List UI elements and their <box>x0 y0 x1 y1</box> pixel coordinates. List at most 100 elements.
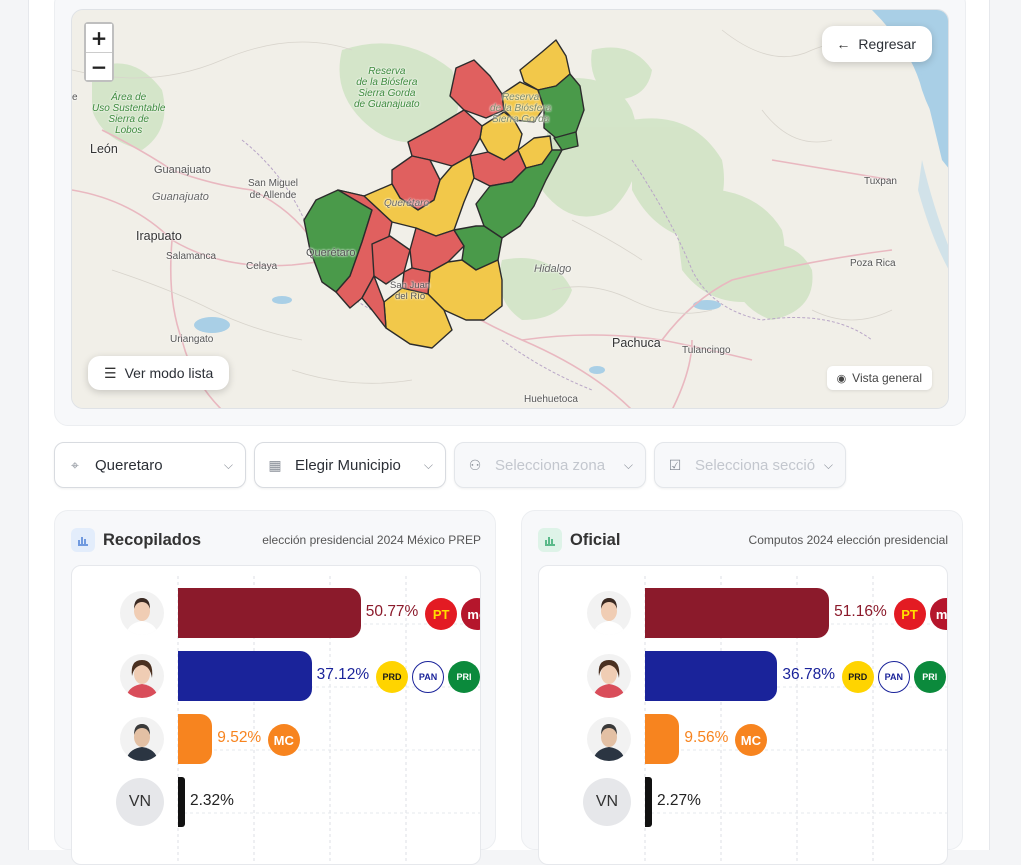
pt-logo-icon: PT <box>425 598 458 630</box>
building-icon: ▦ <box>268 456 282 473</box>
recopilados-title: Recopilados <box>103 530 202 549</box>
candidate-avatar <box>120 717 164 761</box>
map-label-hidalgo: Hidalgo <box>534 263 572 275</box>
chart-row: 50.77% PTmo <box>72 588 480 638</box>
map-label-huehuetoca: Huehuetoca <box>524 394 578 405</box>
oficial-panel: Oficial Computos 2024 elección presidenc… <box>521 510 963 865</box>
map-label-san-miguel: San Miguel de Allende <box>248 178 299 201</box>
map-label-tulancingo: Tulancingo <box>682 345 731 356</box>
chevron-down-icon: ⌵ <box>623 457 633 472</box>
ballot-icon: ☑ <box>668 456 682 473</box>
chevron-down-icon: ⌵ <box>823 457 833 472</box>
candidate-avatar <box>587 654 631 698</box>
chart-value-label: 9.52% <box>217 729 262 746</box>
seccion-select[interactable]: ☑ Selecciona sección ⌵ <box>654 442 846 488</box>
candidate-avatar <box>587 591 631 635</box>
candidate-avatar <box>587 717 631 761</box>
oficial-subtitle: Computos 2024 elección presidencial <box>748 533 948 547</box>
list-mode-label: Ver modo lista <box>124 365 214 381</box>
map-label-guanajuato-city: Guanajuato <box>154 164 211 176</box>
vn-avatar: VN <box>583 778 631 826</box>
overview-label: Vista general <box>852 371 922 385</box>
map-pin-icon: ⌖ <box>71 456 79 473</box>
pri-logo-icon: PRI <box>448 661 480 693</box>
overview-button[interactable]: ◉ Vista general <box>826 366 932 390</box>
map-view[interactable]: León Guanajuato Guanajuato Irapuato Sala… <box>71 9 949 409</box>
mc-logo-icon: MC <box>734 724 767 756</box>
page: León Guanajuato Guanajuato Irapuato Sala… <box>28 0 990 865</box>
arrow-left-icon: ← <box>836 36 851 52</box>
map-label-pachuca: Pachuca <box>612 336 661 350</box>
map-label-guanajuato-state: Guanajuato <box>152 191 209 203</box>
map-label-area-lobos: Área de Uso Sustentable Sierra de Lobos <box>92 92 166 136</box>
map-label-san-juan: San Juan del Río <box>390 280 431 302</box>
oficial-header: Oficial Computos 2024 elección presidenc… <box>538 527 948 553</box>
eye-icon: ◉ <box>836 372 847 385</box>
map-label-reserva-guanajuato: Reserva de la Biósfera Sierra Gorda de G… <box>354 66 420 110</box>
map-label-reserva-queretaro: Reserva de la Biósfera Sierra Gorda <box>490 92 552 125</box>
zoom-control: + − <box>84 22 114 82</box>
chart-bar <box>178 588 361 638</box>
recopilados-subtitle: elección presidencial 2024 México PREP <box>262 533 481 547</box>
map-label-leon: León <box>90 142 118 156</box>
map-label-tuxpan: Tuxpan <box>864 176 897 187</box>
pan-logo-icon: PAN <box>412 661 445 693</box>
back-button[interactable]: ← Regresar <box>822 26 932 62</box>
municipio-value: Elegir Municipio <box>295 456 401 474</box>
map-label-queretaro-city: Querétaro <box>306 247 356 259</box>
map-label-salamanca: Salamanca <box>166 251 217 262</box>
map-canvas[interactable] <box>72 10 949 409</box>
chart-row: 9.56% MC <box>539 714 947 764</box>
bar-chart-icon <box>538 528 562 552</box>
chart-row: 51.16% PTmo <box>539 588 947 638</box>
chart-bar <box>178 651 312 701</box>
chart-row: 37.12% PRD PAN PRI <box>72 651 480 701</box>
chart-bar <box>645 714 680 764</box>
prd-logo-icon: PRD <box>841 661 874 693</box>
list-icon: ☰ <box>104 364 117 381</box>
chart-value-label: 36.78% <box>782 666 835 683</box>
map-label-edge: e <box>72 92 78 103</box>
estado-select[interactable]: ⌖ Queretaro ⌵ <box>54 442 246 488</box>
municipio-select[interactable]: ▦ Elegir Municipio ⌵ <box>254 442 446 488</box>
pri-logo-icon: PRI <box>913 661 946 693</box>
map-label-celaya: Celaya <box>246 261 278 272</box>
prd-logo-icon: PRD <box>376 661 409 693</box>
chart-row: VN 2.32% <box>72 777 480 827</box>
chart-bar <box>178 777 185 827</box>
users-icon: ⚇ <box>468 456 482 473</box>
chevron-down-icon: ⌵ <box>223 457 233 472</box>
chart-value-label: 2.32% <box>190 792 234 809</box>
chart-bar <box>178 714 213 764</box>
recopilados-panel: Recopilados elección presidencial 2024 M… <box>54 510 496 865</box>
candidate-avatar <box>120 654 164 698</box>
seccion-placeholder: Selecciona sección <box>695 456 816 474</box>
map-label-poza-rica: Poza Rica <box>850 258 896 269</box>
chart-bar <box>645 651 778 701</box>
map-card: León Guanajuato Guanajuato Irapuato Sala… <box>54 0 966 426</box>
candidate-avatar <box>120 591 164 635</box>
morena-logo-icon: mo <box>461 598 480 630</box>
oficial-title: Oficial <box>570 530 621 549</box>
zoom-out-button[interactable]: − <box>86 52 112 80</box>
zoom-in-button[interactable]: + <box>86 24 112 52</box>
chart-value-label: 9.56% <box>684 729 729 746</box>
estado-value: Queretaro <box>95 456 163 474</box>
zona-select[interactable]: ⚇ Selecciona zona ⌵ <box>454 442 646 488</box>
map-label-uriangato: Uriangato <box>170 334 214 345</box>
chart-row: 9.52% MC <box>72 714 480 764</box>
chart-row: 36.78% PRD PAN PRI <box>539 651 947 701</box>
chart-bar <box>645 777 652 827</box>
pt-logo-icon: PT <box>893 598 926 630</box>
back-button-label: Regresar <box>858 36 916 52</box>
mc-logo-icon: MC <box>267 724 300 756</box>
chart-row: VN 2.27% <box>539 777 947 827</box>
list-mode-button[interactable]: ☰ Ver modo lista <box>88 356 230 390</box>
zona-placeholder: Selecciona zona <box>495 456 606 474</box>
map-label-irapuato: Irapuato <box>136 229 182 243</box>
vn-avatar: VN <box>116 778 164 826</box>
bar-chart-icon <box>71 528 95 552</box>
chart-value-label: 51.16% <box>834 603 887 620</box>
